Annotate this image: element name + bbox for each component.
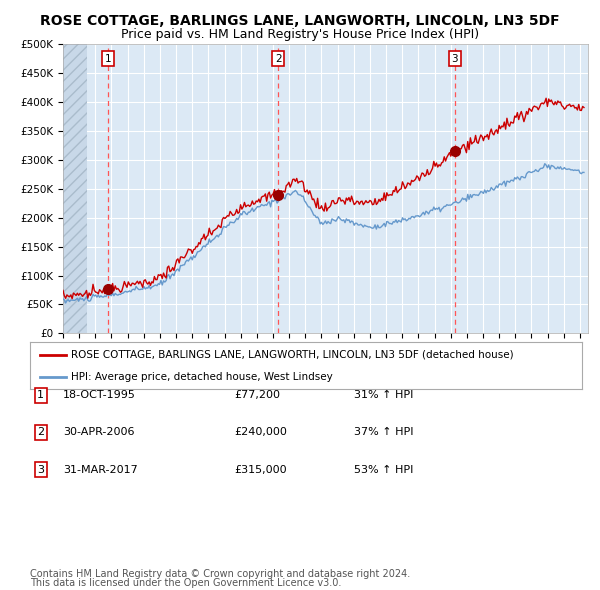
- Text: 1: 1: [105, 54, 112, 64]
- Text: 31-MAR-2017: 31-MAR-2017: [63, 465, 138, 474]
- Bar: [63, 44, 87, 333]
- Text: 2: 2: [275, 54, 281, 64]
- Text: 3: 3: [37, 465, 44, 474]
- Text: 53% ↑ HPI: 53% ↑ HPI: [354, 465, 413, 474]
- Text: 2: 2: [37, 428, 44, 437]
- Text: HPI: Average price, detached house, West Lindsey: HPI: Average price, detached house, West…: [71, 372, 333, 382]
- Text: 1: 1: [37, 391, 44, 400]
- Text: 18-OCT-1995: 18-OCT-1995: [63, 391, 136, 400]
- Text: This data is licensed under the Open Government Licence v3.0.: This data is licensed under the Open Gov…: [30, 578, 341, 588]
- Text: ROSE COTTAGE, BARLINGS LANE, LANGWORTH, LINCOLN, LN3 5DF: ROSE COTTAGE, BARLINGS LANE, LANGWORTH, …: [40, 14, 560, 28]
- Text: Contains HM Land Registry data © Crown copyright and database right 2024.: Contains HM Land Registry data © Crown c…: [30, 569, 410, 579]
- Text: £315,000: £315,000: [234, 465, 287, 474]
- Text: Price paid vs. HM Land Registry's House Price Index (HPI): Price paid vs. HM Land Registry's House …: [121, 28, 479, 41]
- Text: ROSE COTTAGE, BARLINGS LANE, LANGWORTH, LINCOLN, LN3 5DF (detached house): ROSE COTTAGE, BARLINGS LANE, LANGWORTH, …: [71, 350, 514, 360]
- Text: 30-APR-2006: 30-APR-2006: [63, 428, 134, 437]
- Text: £77,200: £77,200: [234, 391, 280, 400]
- Text: 37% ↑ HPI: 37% ↑ HPI: [354, 428, 413, 437]
- Text: 31% ↑ HPI: 31% ↑ HPI: [354, 391, 413, 400]
- Text: 3: 3: [451, 54, 458, 64]
- Text: £240,000: £240,000: [234, 428, 287, 437]
